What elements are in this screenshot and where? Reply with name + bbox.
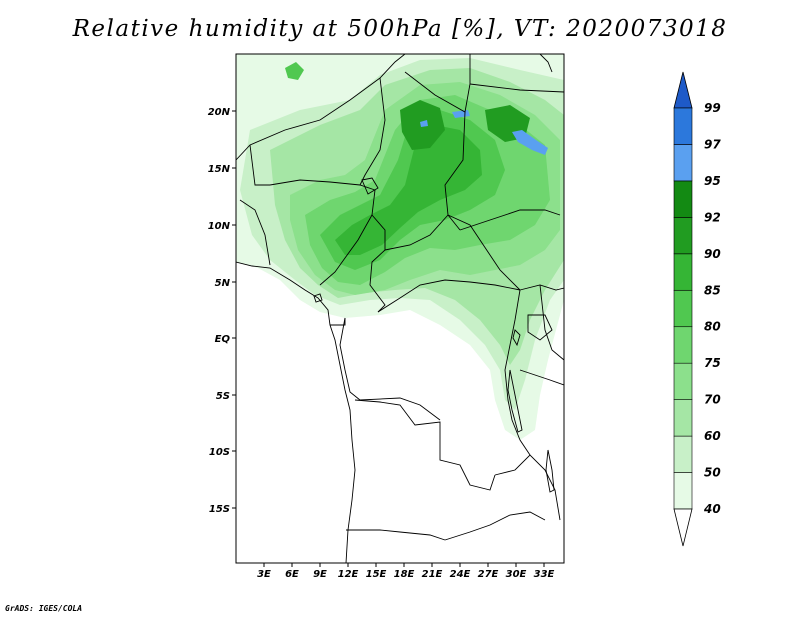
border-car-south	[377, 279, 521, 313]
island-bioko	[313, 293, 323, 303]
border-tanzania	[519, 369, 564, 386]
colorbar-label: 60	[704, 429, 721, 443]
colorbar-segment	[673, 107, 693, 145]
lat-label: 15N	[208, 164, 231, 175]
colorbar-label: 70	[704, 393, 721, 407]
colorbar-label: 40	[703, 502, 721, 516]
lat-label: 10S	[209, 447, 230, 458]
lake-malawi	[545, 449, 555, 493]
colorbar-segment	[673, 180, 693, 218]
colorbar-labels: 40 50 60 70 75 80 85 90 92 95 97 99	[703, 101, 721, 516]
lon-label: 15E	[366, 569, 387, 580]
lat-label: 5N	[215, 278, 231, 289]
lon-label: 27E	[478, 569, 499, 580]
lake-albert	[512, 329, 521, 347]
border-chad-east	[444, 111, 466, 231]
rh-95-patch-2	[452, 110, 470, 118]
border-nigeria-east	[319, 189, 376, 286]
colorbar-segment	[673, 472, 693, 510]
lon-label: 21E	[422, 569, 443, 580]
border-sahel-2	[359, 77, 386, 186]
colorbar-top-triangle	[673, 71, 693, 109]
lon-label: 12E	[338, 569, 359, 580]
colorbar-label: 50	[704, 466, 721, 480]
lon-label: 9E	[313, 569, 327, 580]
lake-chad	[361, 177, 379, 195]
lake-tanganyika	[507, 369, 523, 433]
colorbar-segment	[673, 362, 693, 400]
colorbar-segment	[673, 326, 693, 364]
longitude-axis: 3E 6E 9E 12E 15E 18E 21E 24E 27E 30E 33E	[257, 563, 555, 580]
borders	[236, 54, 564, 563]
rh-85-area	[335, 125, 482, 255]
colorbar-bottom-triangle	[673, 508, 693, 547]
lat-label: 20N	[208, 107, 231, 118]
lon-label: 33E	[534, 569, 555, 580]
lat-label: 15S	[209, 504, 230, 515]
border-kenya	[539, 284, 564, 361]
border-cameroon	[369, 214, 386, 313]
border-sudan	[469, 83, 564, 93]
border-car	[384, 214, 521, 291]
colorbar-label: 85	[704, 283, 721, 297]
colorbar-segment	[673, 144, 693, 182]
grads-credit: GrADS: IGES/COLA	[5, 604, 83, 613]
border-angola	[354, 399, 496, 491]
colorbar-label: 97	[704, 137, 721, 151]
rh-95-patch	[512, 130, 548, 155]
colorbar-label: 90	[704, 247, 721, 261]
rh-95-patch-3	[420, 120, 428, 127]
coastline-west	[236, 261, 356, 563]
border-sudan-south	[459, 209, 561, 231]
lon-label: 6E	[285, 569, 299, 580]
border-ss-uganda	[519, 284, 564, 291]
border-zambia-south	[444, 511, 546, 541]
lon-label: 3E	[257, 569, 271, 580]
lon-label: 18E	[394, 569, 415, 580]
lat-label: 5S	[216, 391, 230, 402]
colorbar-segment	[673, 217, 693, 255]
border-gabon	[330, 318, 346, 326]
border-angola-south	[346, 529, 446, 541]
colorbar-segment	[673, 435, 693, 473]
coast-northeast	[539, 54, 553, 73]
colorbar-label: 80	[704, 320, 721, 334]
lat-label: EQ	[215, 334, 231, 345]
colorbar-segment	[673, 253, 693, 291]
map-title: Relative humidity at 500hPa [%], VT: 202…	[72, 16, 728, 42]
lake-victoria	[527, 314, 553, 341]
colorbar-label: 99	[704, 101, 721, 115]
rh-patch-north	[285, 62, 304, 80]
map-frame	[235, 53, 565, 564]
colorbar-segment	[673, 289, 693, 328]
border-sahel-1	[236, 54, 406, 161]
border-zambia	[494, 454, 561, 521]
latitude-axis: 20N 15N 10N 5N EQ 5S 10S 15S	[208, 107, 236, 515]
colorbar-segment	[673, 399, 693, 437]
colorbar-label: 95	[704, 174, 721, 188]
border-westafrica-1	[239, 199, 271, 266]
border-drc-east	[504, 289, 531, 456]
border-drc-west	[339, 317, 441, 421]
lon-label: 24E	[450, 569, 471, 580]
colorbar-segments	[673, 107, 693, 510]
border-westafrica-2	[249, 144, 270, 186]
lat-label: 10N	[208, 221, 231, 232]
colorbar: 40 50 60 70 75 80 85 90 92 95 97 99	[673, 71, 721, 547]
colorbar-label: 92	[704, 210, 721, 224]
lon-label: 30E	[506, 569, 527, 580]
colorbar-label: 75	[704, 356, 721, 370]
